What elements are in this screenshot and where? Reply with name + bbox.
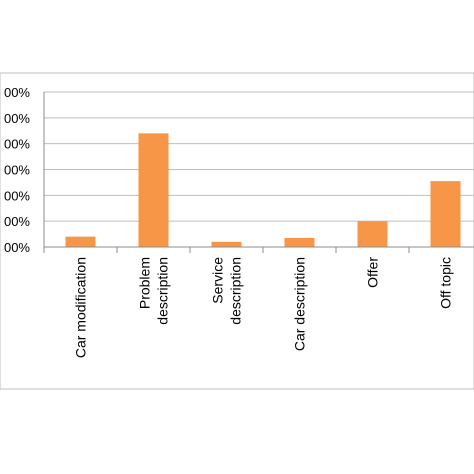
bar: [211, 241, 242, 247]
bar: [65, 236, 96, 247]
x-category-label: Problem description: [137, 257, 171, 325]
x-axis-category-labels: Car modification Problem description Servic…: [73, 257, 454, 358]
x-category-label-line: Service: [210, 257, 226, 304]
y-tick-label: 00%: [4, 188, 30, 203]
x-category-label-line: Car description: [292, 257, 308, 351]
bars: [65, 133, 461, 247]
x-category-label: Off topic: [438, 257, 454, 309]
x-category-label-line: Off topic: [438, 257, 454, 309]
x-category-label-line: Offer: [365, 257, 381, 288]
y-tick-label: 00%: [4, 85, 30, 100]
y-tick-label: 00%: [4, 240, 30, 255]
bar: [430, 181, 461, 247]
x-category-label: Offer: [365, 257, 381, 288]
y-tick-label: 00%: [4, 163, 30, 178]
x-axis: [43, 92, 474, 253]
x-category-label-line: Car modification: [73, 257, 89, 358]
bar: [284, 237, 315, 247]
y-tick-label: 00%: [4, 111, 30, 126]
bar: [357, 221, 388, 247]
x-category-label: Service description: [210, 257, 244, 325]
x-category-label-line: description: [155, 257, 171, 325]
x-category-label-line: description: [228, 257, 244, 325]
y-tick-label: 00%: [4, 214, 30, 229]
x-category-label: Car description: [292, 257, 308, 351]
bar: [138, 133, 169, 247]
x-category-label-line: Problem: [137, 257, 153, 309]
chart-frame: [0, 72, 474, 390]
y-axis-tick-labels: 00% 00% 00% 00% 00% 00% 00%: [4, 85, 30, 255]
gridlines: [44, 91, 474, 248]
y-tick-label: 00%: [4, 137, 30, 152]
x-category-label: Car modification: [73, 257, 89, 358]
